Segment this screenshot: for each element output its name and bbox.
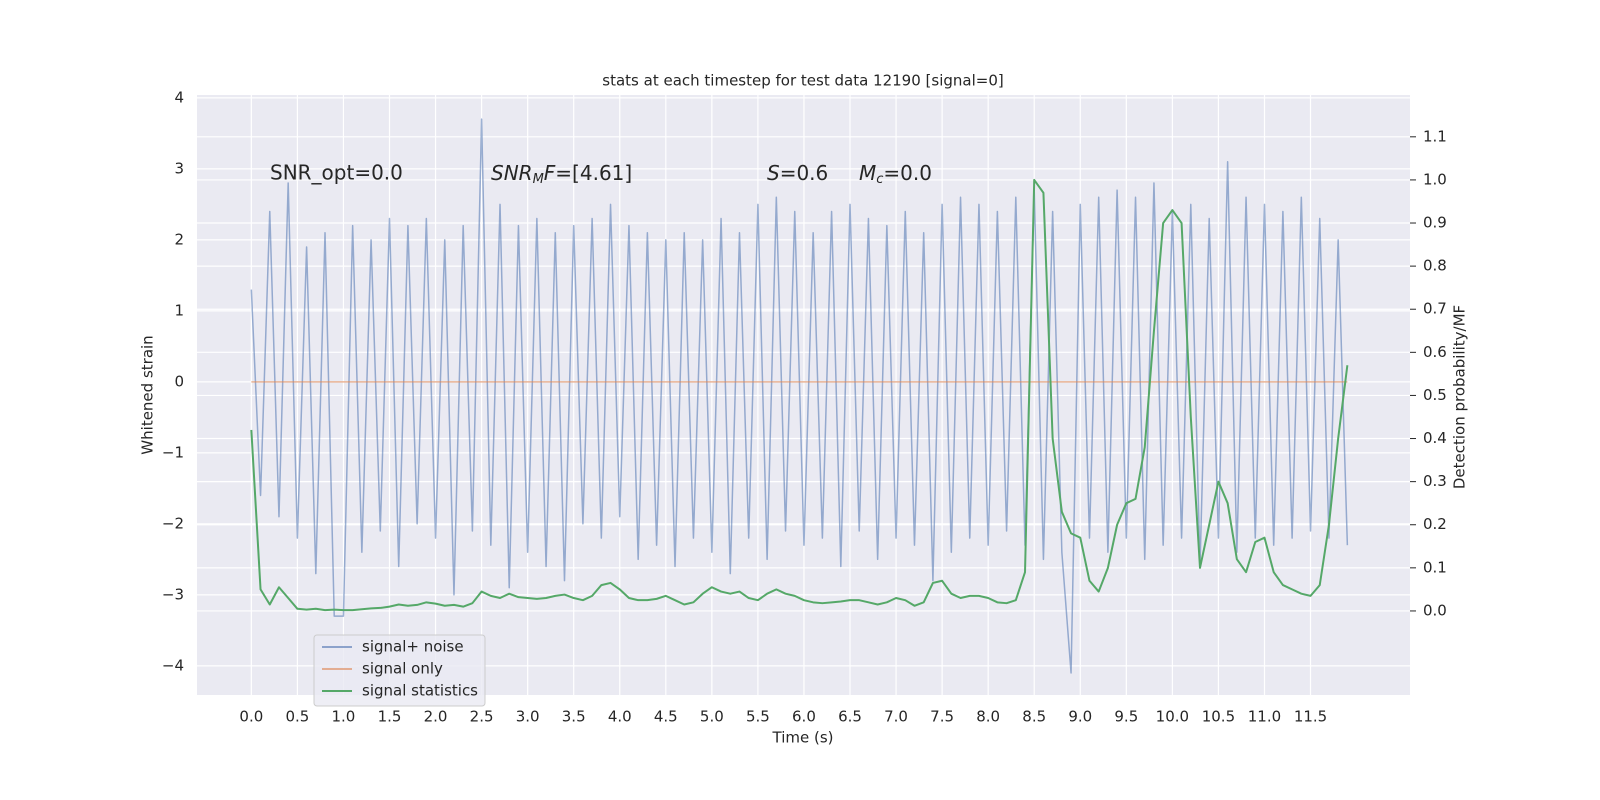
x-tick-label: 11.0 [1248,708,1281,726]
legend: signal+ noise signal only signal statistic… [313,634,486,707]
x-tick-label: 10.5 [1202,708,1235,726]
annotation-part: =0.0 [883,161,932,185]
legend-label: signal+ noise [362,638,464,656]
x-tick-label: 6.5 [838,708,862,726]
y-tick-label: −3 [162,585,184,603]
y-axis-label: Whitened strain [139,335,157,454]
x-tick-label: 3.0 [516,708,540,726]
x-tick-label: 1.0 [332,708,356,726]
x-tick-label: 5.5 [746,708,770,726]
y2-tick-label: 0.8 [1423,257,1447,275]
x-tick-label: 3.5 [562,708,586,726]
x-tick-label: 6.0 [792,708,816,726]
y2-tick-label: 0.9 [1423,214,1447,232]
y2-tick-label: 0.3 [1423,472,1447,490]
y-tick-label: 1 [174,301,184,319]
x-tick-label: 4.5 [654,708,678,726]
y2-tick-label: 0.2 [1423,515,1447,533]
legend-label: signal statistics [362,682,478,700]
x-tick-label: 7.0 [884,708,908,726]
y2-tick-label: 0.7 [1423,300,1447,318]
x-tick-label: 4.0 [608,708,632,726]
annotation: S=0.6 [767,161,828,185]
series-line [250,118,1349,674]
annotation-part: =[4.61] [555,161,632,185]
y2-tick-label: 0.0 [1423,601,1447,619]
y2-tick-label: 0.4 [1423,429,1447,447]
legend-box [313,634,486,707]
annotation-part: M [859,161,876,185]
marks [250,118,1349,674]
x-tick-label: 11.5 [1294,708,1327,726]
annotation-part: c [876,172,883,187]
y-tick-label: −2 [162,514,184,532]
y2-tick-label: 0.1 [1423,558,1447,576]
y2-axis-label: Detection probability/MF [1451,305,1469,489]
annotation: SNRMF=[4.61] [491,161,632,187]
annotation-part: SNR [491,161,533,185]
x-tick-label: 1.5 [378,708,402,726]
x-tick-label: 7.5 [930,708,954,726]
annotation-part: F [544,161,556,185]
chart-title: stats at each timestep for test data 121… [602,72,1003,90]
annotation-part: S [767,161,780,185]
annotation: Mc=0.0 [859,161,932,187]
x-tick-label: 10.0 [1156,708,1189,726]
y2-tick-label: 0.5 [1423,386,1447,404]
x-tick-label: 2.0 [424,708,448,726]
annotation: SNR_opt=0.0 [270,161,403,185]
x-tick-label: 5.0 [700,708,724,726]
y2-tick-label: 0.6 [1423,343,1447,361]
x-tick-label: 0.0 [239,708,263,726]
y-tick-label: 0 [174,372,184,390]
annotation-part: =0.6 [780,161,829,185]
series-line [250,178,1349,612]
x-tick-label: 2.5 [470,708,494,726]
x-tick-label: 8.5 [1022,708,1046,726]
x-tick-label: 9.5 [1114,708,1138,726]
annotation-part: M [533,172,544,187]
x-tick-label: 8.0 [976,708,1000,726]
y2-tick-label: 1.1 [1423,127,1447,145]
y-tick-label: 4 [174,88,184,106]
legend-label: signal only [362,660,443,678]
y-tick-label: 3 [174,159,184,177]
y-tick-label: −1 [162,443,184,461]
y-tick-label: 2 [174,230,184,248]
x-tick-label: 9.0 [1068,708,1092,726]
x-axis-label: Time (s) [772,729,834,747]
y-tick-label: −4 [162,656,184,674]
y2-tick-label: 1.0 [1423,170,1447,188]
x-tick-label: 0.5 [285,708,309,726]
